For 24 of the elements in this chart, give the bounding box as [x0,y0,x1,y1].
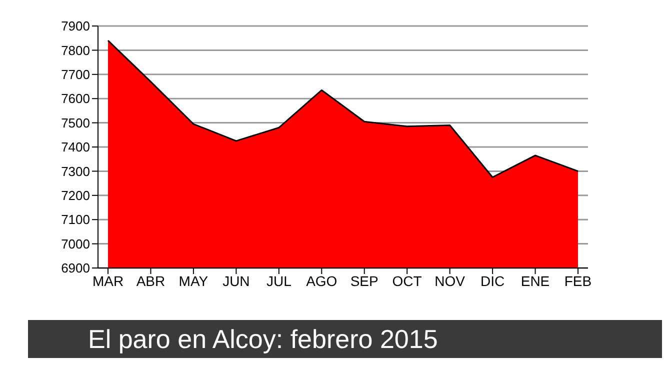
x-tick-label: MAY [178,272,209,289]
x-tick-label: ABR [136,272,166,289]
x-tick-label: JUN [222,272,250,289]
y-tick-label: 7400 [61,140,90,155]
y-tick-label: 7700 [61,67,90,82]
x-tick-label: ENE [520,272,550,289]
x-tick-label: OCT [392,272,422,289]
x-tick-label: AGO [306,272,338,289]
y-tick-label: 7300 [61,164,90,179]
x-tick-label: MAR [92,272,124,289]
y-tick-label: 6900 [61,260,90,276]
x-tick-label: DIC [480,272,505,289]
y-tick-label: 7200 [61,188,90,204]
x-tick-label: JUL [266,272,292,289]
x-tick-label: NOV [434,272,466,289]
y-tick-label: 7600 [61,91,90,106]
x-tick-label: SEP [350,272,378,289]
y-tick-label: 7900 [61,18,90,34]
y-tick-label: 7800 [61,42,90,58]
text: El paro en Alcoy: febrero 2015 [28,320,662,358]
y-tick-label: 7500 [61,115,90,130]
y-tick-label: 7000 [61,236,90,252]
x-tick-label: FEB [564,272,592,289]
y-tick-label: 7100 [61,212,90,228]
